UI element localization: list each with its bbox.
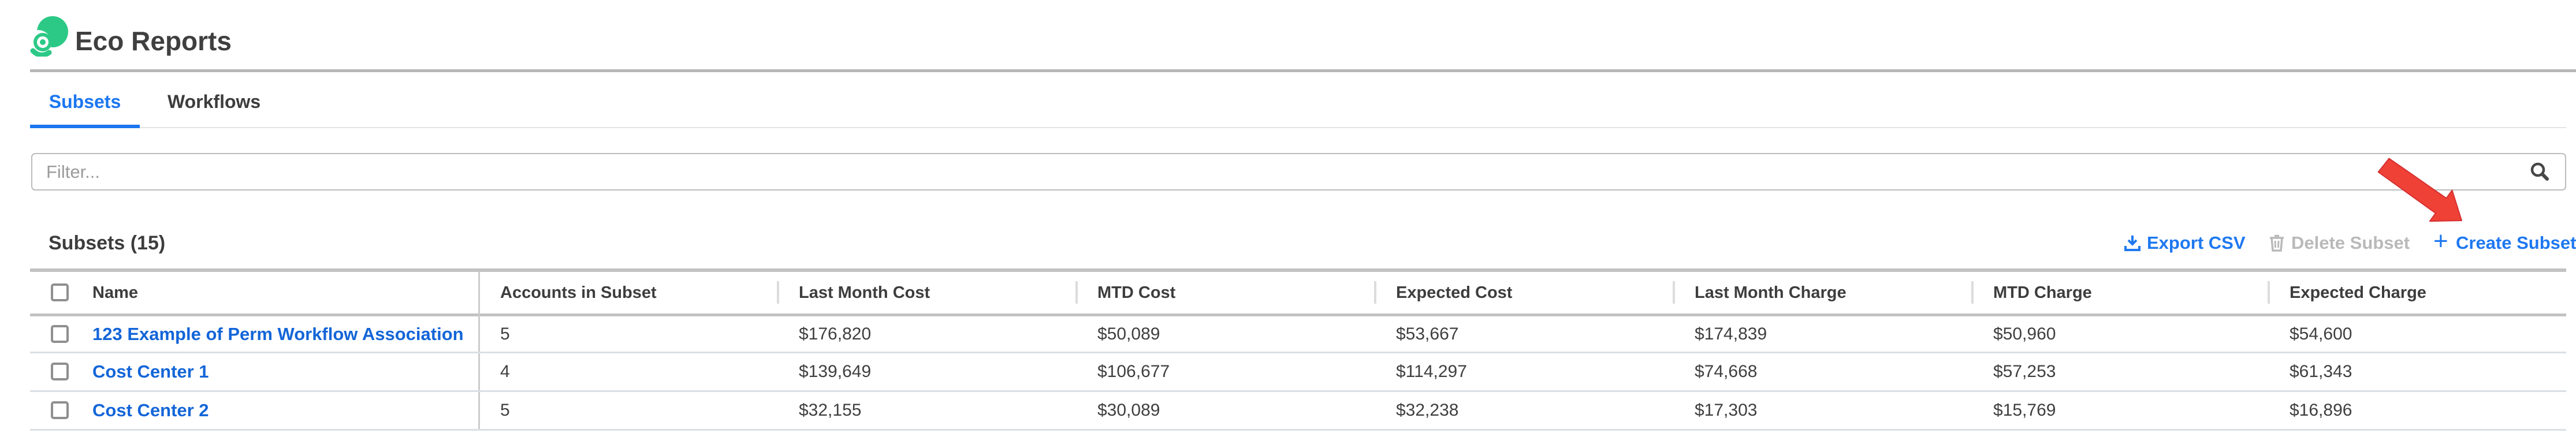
cell-accounts-in-subset: 4 xyxy=(500,362,510,381)
cell-expected-cost: $32,238 xyxy=(1396,401,1459,420)
table-row: 123 Example of Perm Workflow Association… xyxy=(30,316,2566,352)
cell-expected-cost: $114,297 xyxy=(1396,362,1467,381)
filter-input[interactable] xyxy=(31,153,2566,191)
cell-last-month-cost: $176,820 xyxy=(799,324,872,344)
trash-icon xyxy=(2270,234,2284,252)
column-header-name[interactable]: Name xyxy=(92,283,138,302)
subset-name-link[interactable]: Cost Center 2 xyxy=(92,400,209,420)
export-csv-label: Export CSV xyxy=(2147,233,2246,253)
subset-name-link[interactable]: Cost Center 1 xyxy=(92,361,209,382)
column-header-last-month-cost[interactable]: Last Month Cost xyxy=(799,283,930,302)
cell-last-month-charge: $174,839 xyxy=(1695,324,1767,344)
search-icon[interactable] xyxy=(2529,161,2551,183)
column-header-accounts-in-subset[interactable]: Accounts in Subset xyxy=(500,283,657,302)
row-checkbox[interactable] xyxy=(51,325,69,343)
header-divider-line xyxy=(1971,281,1974,304)
cell-last-month-charge: $17,303 xyxy=(1695,401,1758,420)
eco-logo-icon xyxy=(30,16,68,57)
create-subset-button[interactable]: + Create Subset xyxy=(2433,227,2576,256)
active-tab-underline xyxy=(30,125,140,128)
column-header-expected-charge[interactable]: Expected Charge xyxy=(2290,283,2426,302)
cell-mtd-charge: $50,960 xyxy=(1993,324,2056,344)
cell-mtd-charge: $15,769 xyxy=(1993,401,2056,420)
header-divider xyxy=(30,69,2576,72)
table-row: Cost Center 2 5 $32,155 $30,089 $32,238 … xyxy=(30,392,2566,429)
page-title: Eco Reports xyxy=(75,26,232,56)
cell-last-month-charge: $74,668 xyxy=(1695,362,1758,381)
cell-expected-charge: $16,896 xyxy=(2290,401,2352,420)
table-row: Cost Center 1 4 $139,649 $106,677 $114,2… xyxy=(30,353,2566,390)
row-checkbox[interactable] xyxy=(51,363,69,380)
delete-subset-button[interactable]: Delete Subset xyxy=(2269,230,2410,256)
download-icon xyxy=(2124,236,2141,251)
subset-name-link[interactable]: 123 Example of Perm Workflow Association xyxy=(92,323,464,344)
tab-subsets[interactable]: Subsets xyxy=(49,91,121,112)
cell-last-month-cost: $32,155 xyxy=(799,401,862,420)
column-header-mtd-cost[interactable]: MTD Cost xyxy=(1097,283,1176,302)
cell-accounts-in-subset: 5 xyxy=(500,324,510,344)
export-csv-button[interactable]: Export CSV xyxy=(2124,230,2246,256)
column-header-mtd-charge[interactable]: MTD Charge xyxy=(1993,283,2092,302)
header-divider-line xyxy=(1374,281,1376,304)
header-divider-line xyxy=(1673,281,1675,304)
cell-mtd-cost: $30,089 xyxy=(1097,401,1160,420)
column-header-expected-cost[interactable]: Expected Cost xyxy=(1396,283,1513,302)
row-divider xyxy=(30,429,2566,431)
row-divider xyxy=(30,352,2566,353)
delete-subset-label: Delete Subset xyxy=(2291,233,2410,253)
header-divider-line xyxy=(1075,281,1078,304)
table-header-border xyxy=(30,313,2566,316)
column-header-last-month-charge[interactable]: Last Month Charge xyxy=(1695,283,1847,302)
tab-workflows[interactable]: Workflows xyxy=(167,91,261,112)
cell-mtd-cost: $106,677 xyxy=(1097,362,1170,381)
cell-expected-charge: $54,600 xyxy=(2290,324,2352,344)
header-divider-line xyxy=(777,281,779,304)
cell-last-month-cost: $139,649 xyxy=(799,362,872,381)
row-checkbox[interactable] xyxy=(51,401,69,419)
cell-expected-charge: $61,343 xyxy=(2290,362,2352,381)
cell-expected-cost: $53,667 xyxy=(1396,324,1459,344)
create-subset-label: Create Subset xyxy=(2456,233,2576,253)
header-divider-line xyxy=(2268,281,2270,304)
table-top-border xyxy=(30,268,2566,272)
section-title: Subsets (15) xyxy=(49,232,166,254)
plus-icon: + xyxy=(2433,227,2448,255)
name-column-divider xyxy=(478,272,480,429)
cell-mtd-charge: $57,253 xyxy=(1993,362,2056,381)
tabs-divider xyxy=(30,127,2566,128)
table-header-row: Name Accounts in Subset Last Month Cost … xyxy=(30,272,2566,313)
cell-accounts-in-subset: 5 xyxy=(500,401,510,420)
row-divider xyxy=(30,390,2566,392)
select-all-checkbox[interactable] xyxy=(51,283,69,301)
cell-mtd-cost: $50,089 xyxy=(1097,324,1160,344)
